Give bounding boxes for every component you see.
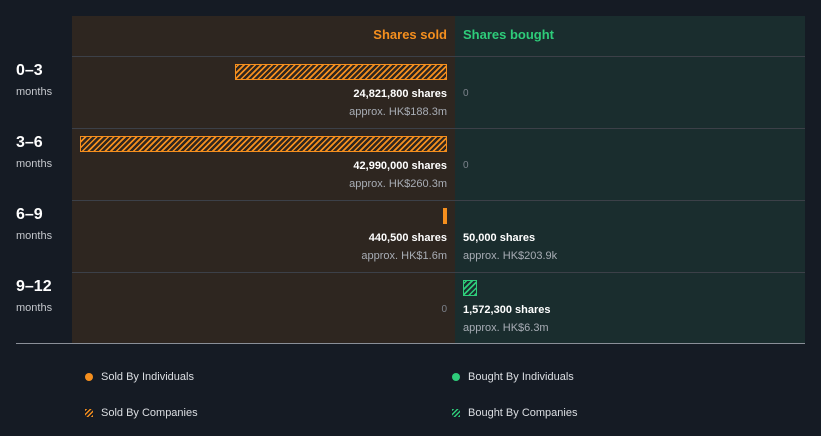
bar-sold-companies-3-6	[80, 136, 447, 152]
legend-sold-companies: Sold By Companies	[85, 406, 198, 420]
chart-bottom-line	[16, 343, 805, 344]
shares-bought-header: Shares bought	[463, 27, 555, 42]
bar-bought-companies-9-12	[463, 280, 477, 296]
sold-approx-value: approx. HK$260.3m	[349, 178, 447, 190]
legend-hatch-icon	[85, 409, 93, 417]
sold-shares-value: 42,990,000 shares	[353, 160, 447, 172]
sold-approx-value: approx. HK$1.6m	[361, 250, 447, 262]
bought-zero-value: 0	[463, 160, 469, 171]
sold-zero-value: 0	[441, 304, 447, 315]
period-unit: months	[16, 158, 53, 170]
row-separator	[72, 56, 805, 57]
legend-dot-icon	[85, 373, 93, 381]
period-unit: months	[16, 302, 53, 314]
bought-approx-value: approx. HK$6.3m	[463, 322, 549, 334]
legend-hatch-icon	[452, 409, 460, 417]
period-label: 3–6	[16, 134, 43, 151]
bar-sold-individuals-6-9	[443, 208, 447, 224]
legend-label: Bought By Companies	[468, 407, 578, 419]
bought-approx-value: approx. HK$203.9k	[463, 250, 558, 262]
legend-label: Sold By Companies	[101, 407, 198, 419]
row-separator	[72, 128, 805, 129]
legend-label: Bought By Individuals	[468, 371, 574, 383]
period-unit: months	[16, 86, 53, 98]
period-unit: months	[16, 230, 53, 242]
legend-bought-companies: Bought By Companies	[452, 406, 577, 420]
legend-dot-icon	[452, 373, 460, 381]
shares-bought-panel	[455, 16, 805, 343]
bought-zero-value: 0	[463, 88, 469, 99]
period-label: 0–3	[16, 62, 43, 79]
period-label: 6–9	[16, 206, 43, 223]
row-separator	[72, 200, 805, 201]
legend-label: Sold By Individuals	[101, 371, 194, 383]
bar-sold-companies-0-3	[235, 64, 447, 80]
sold-shares-value: 440,500 shares	[368, 232, 447, 244]
period-label: 9–12	[16, 278, 52, 295]
shares-sold-header: Shares sold	[373, 27, 447, 42]
legend-bought-individuals: Bought By Individuals	[452, 370, 574, 384]
bought-shares-value: 1,572,300 shares	[463, 304, 551, 316]
row-separator	[72, 272, 805, 273]
sold-shares-value: 24,821,800 shares	[353, 88, 447, 100]
legend-sold-individuals: Sold By Individuals	[85, 370, 194, 384]
sold-approx-value: approx. HK$188.3m	[349, 106, 447, 118]
bought-shares-value: 50,000 shares	[463, 232, 536, 244]
